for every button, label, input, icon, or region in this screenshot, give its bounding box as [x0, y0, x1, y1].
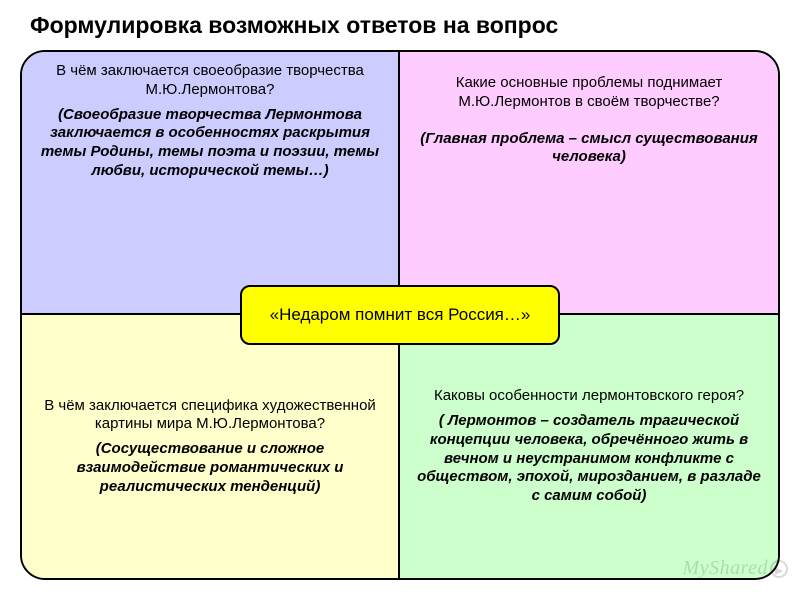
question-tl: В чём заключается своеобразие творчества…: [36, 62, 384, 100]
watermark-text: MyShared: [683, 557, 768, 579]
center-label-box: «Недаром помнит вся Россия…»: [240, 285, 560, 345]
question-tr: Какие основные проблемы поднимает М.Ю.Ле…: [414, 74, 764, 112]
question-br: Каковы особенности лермонтовского героя?: [414, 387, 764, 406]
answer-bl: (Сосуществование и сложное взаимодействи…: [36, 440, 384, 496]
cell-bottom-right: Каковы особенности лермонтовского героя?…: [400, 315, 778, 578]
cell-top-right: Какие основные проблемы поднимает М.Ю.Ле…: [400, 52, 778, 315]
watermark: MyShared: [683, 557, 788, 580]
cell-top-left: В чём заключается своеобразие творчества…: [22, 52, 400, 315]
answer-tl: (Своеобразие творчества Лермонтова заклю…: [36, 106, 384, 181]
cell-bottom-left: В чём заключается специфика художественн…: [22, 315, 400, 578]
page-title: Формулировка возможных ответов на вопрос: [0, 0, 800, 47]
play-icon: [770, 560, 788, 578]
answer-br: ( Лермонтов – создатель трагической конц…: [414, 412, 764, 506]
question-bl: В чём заключается специфика художественн…: [36, 397, 384, 435]
answer-tr: (Главная проблема – смысл существования …: [414, 130, 764, 168]
